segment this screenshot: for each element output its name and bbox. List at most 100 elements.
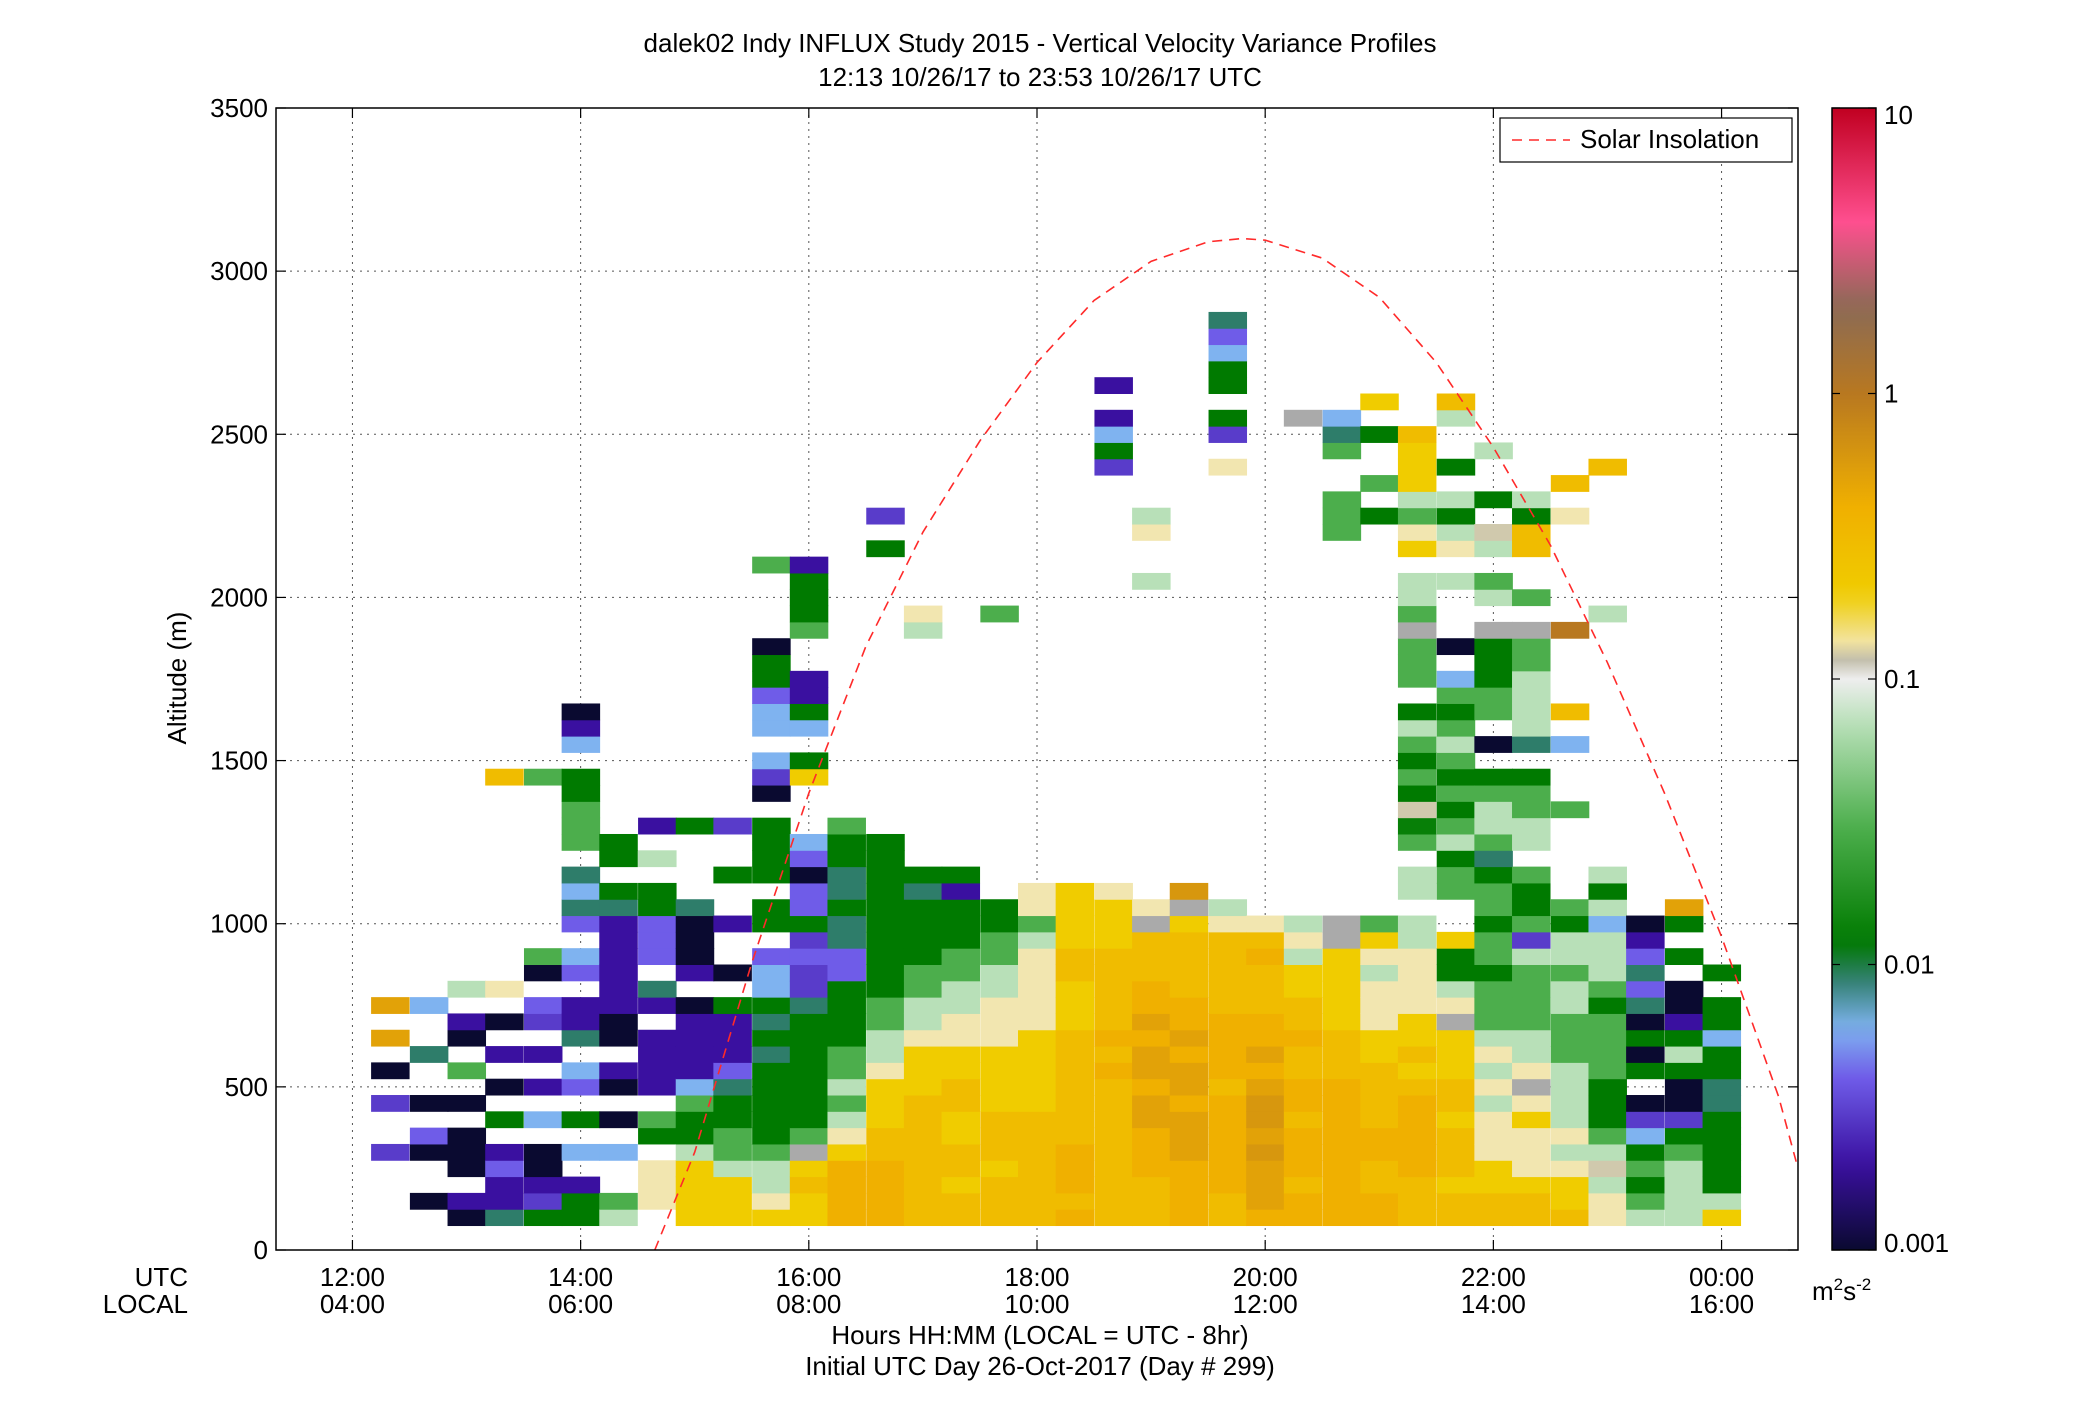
variance-cell (409, 997, 449, 1014)
variance-cell (1626, 948, 1665, 965)
variance-cell (827, 1111, 866, 1129)
variance-cell (1436, 1160, 1476, 1178)
variance-cell (827, 980, 866, 998)
variance-cell (1132, 1127, 1171, 1145)
variance-cell (1322, 1209, 1362, 1227)
variance-cell (1436, 409, 1476, 427)
variance-cell (1322, 980, 1362, 998)
variance-cell (1055, 997, 1095, 1014)
variance-cell (638, 882, 677, 900)
x-tick-label-utc: 20:00 (1233, 1262, 1298, 1292)
variance-cell (1208, 997, 1248, 1014)
variance-cell (1246, 997, 1285, 1014)
variance-cell (1094, 1176, 1133, 1194)
variance-cell (752, 1111, 791, 1129)
variance-cell (1397, 785, 1437, 802)
y-tick-label: 3000 (210, 256, 268, 286)
variance-cell (752, 1192, 791, 1210)
variance-cell (638, 1176, 677, 1194)
variance-cell (1474, 442, 1513, 460)
variance-cell (1360, 980, 1399, 998)
variance-cell (1322, 1095, 1362, 1112)
variance-cell (827, 915, 866, 933)
variance-cell (1397, 1062, 1437, 1080)
axis-ticks: 050010001500200025003000350012:0004:0014… (210, 93, 1798, 1319)
variance-cell (1360, 1062, 1399, 1080)
variance-cell (1283, 964, 1323, 982)
variance-cell (638, 980, 677, 998)
variance-cell (1588, 458, 1627, 476)
variance-cell (638, 1160, 677, 1178)
variance-cell (980, 1013, 1019, 1031)
variance-cell (638, 817, 677, 835)
variance-cell (980, 605, 1019, 623)
variance-cell (1283, 1176, 1323, 1194)
variance-cell (1474, 638, 1513, 656)
variance-cell (1626, 1013, 1665, 1031)
variance-cell (599, 1111, 638, 1129)
variance-cell (866, 997, 905, 1014)
variance-cell (1474, 1111, 1513, 1129)
variance-cell (789, 980, 829, 998)
variance-cell (638, 948, 677, 965)
variance-cell (599, 964, 638, 982)
variance-cell (1550, 1143, 1590, 1161)
variance-cell (1436, 1029, 1476, 1047)
variance-cell (752, 719, 791, 737)
variance-cell (903, 1143, 943, 1161)
variance-cell (866, 540, 905, 558)
variance-cell (980, 964, 1019, 982)
variance-cell (1094, 426, 1133, 443)
variance-cell (1512, 524, 1551, 541)
variance-cell (789, 931, 829, 949)
variance-cell (1436, 524, 1476, 541)
variance-cell (1094, 915, 1133, 933)
variance-cell (1055, 980, 1095, 998)
variance-cell (1018, 931, 1057, 949)
variance-cell (1397, 801, 1437, 819)
variance-cell (1322, 1078, 1362, 1096)
variance-cell (561, 736, 601, 753)
variance-cell (1702, 1127, 1742, 1145)
variance-cell (1360, 931, 1399, 949)
variance-cell (1664, 1062, 1704, 1080)
variance-cell (1322, 409, 1362, 427)
variance-cell (1094, 1192, 1133, 1210)
variance-cell (713, 1029, 752, 1047)
variance-cell (1436, 1078, 1476, 1096)
variance-cell (485, 1013, 524, 1031)
variance-cell (1055, 948, 1095, 965)
variance-cell (866, 1013, 905, 1031)
variance-cell (1397, 1176, 1437, 1194)
variance-cell (1436, 1209, 1476, 1227)
variance-cell (675, 1176, 715, 1194)
variance-cell (866, 931, 905, 949)
variance-cell (980, 1046, 1019, 1063)
variance-cell (1512, 948, 1551, 965)
variance-cell (752, 556, 791, 574)
variance-cell (1283, 1029, 1323, 1047)
variance-cell (523, 964, 563, 982)
variance-cell (1018, 964, 1057, 982)
variance-cell (752, 1160, 791, 1178)
variance-cell (827, 1029, 866, 1047)
variance-cell (866, 850, 905, 868)
variance-cell (1702, 1078, 1742, 1096)
variance-cell (1018, 1192, 1057, 1210)
variance-cell (789, 850, 829, 868)
variance-cell (1208, 1062, 1248, 1080)
variance-cell (485, 1046, 524, 1063)
variance-cell (941, 899, 981, 917)
colorbar-tick-label: 1 (1884, 379, 1898, 409)
variance-cell (447, 980, 487, 998)
variance-cell (752, 768, 791, 786)
variance-cell (561, 703, 601, 721)
variance-cell (523, 1176, 563, 1194)
variance-cell (789, 964, 829, 982)
utc-row-label: UTC (135, 1262, 188, 1292)
y-tick-label: 1500 (210, 746, 268, 776)
variance-cell (827, 850, 866, 868)
variance-cell (1132, 1095, 1171, 1112)
variance-cell (1474, 524, 1513, 541)
variance-cell (1512, 899, 1551, 917)
